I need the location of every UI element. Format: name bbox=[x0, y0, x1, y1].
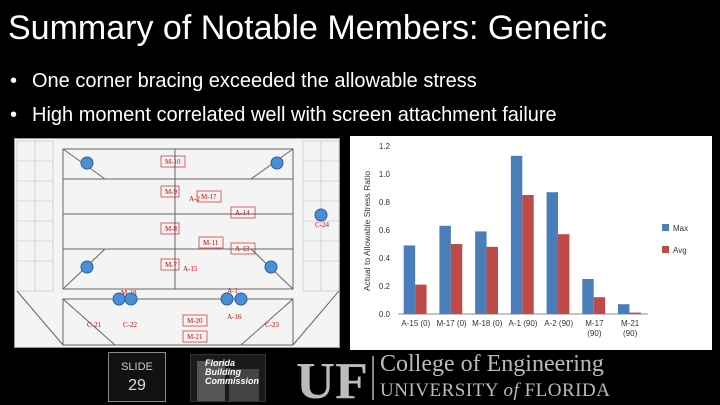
member-marker bbox=[314, 208, 328, 222]
y-tick-label: 1.0 bbox=[379, 170, 391, 179]
member-label: C-21 bbox=[87, 321, 102, 329]
x-tick-label: A-15 (0) bbox=[401, 319, 430, 328]
x-tick-label: M-21 bbox=[621, 319, 640, 328]
x-tick-label: A-2 (90) bbox=[544, 319, 573, 328]
logo-text-line: Commission bbox=[205, 376, 260, 386]
y-tick-label: 0.0 bbox=[379, 310, 391, 319]
bar-avg bbox=[593, 297, 606, 314]
stress-ratio-chart: Actual to Allowable Stress Ratio 0.0 0.2 0… bbox=[350, 136, 712, 350]
bullet-item: • One corner bracing exceeded the allowab… bbox=[10, 64, 557, 98]
x-tick-label: M-18 (0) bbox=[472, 319, 503, 328]
member-marker bbox=[80, 156, 94, 170]
member-label: M-11 bbox=[203, 239, 219, 247]
slide-title: Summary of Notable Members: Generic bbox=[8, 9, 607, 47]
bar-max bbox=[439, 225, 451, 314]
member-label: M-9 bbox=[165, 188, 178, 196]
member-label: C-22 bbox=[123, 321, 138, 329]
logo-building-shape bbox=[229, 369, 259, 401]
member-label: C-23 bbox=[265, 321, 280, 329]
legend-label-max: Max bbox=[673, 224, 688, 233]
structural-drawing: M-10 M-9 M-17 A-14 M-8 M-11 A-13 M-7 A-1… bbox=[14, 138, 340, 348]
legend-swatch-max bbox=[662, 224, 669, 231]
logo-building-shape bbox=[197, 361, 225, 401]
legend-label-avg: Avg bbox=[673, 246, 687, 255]
bullet-dot: • bbox=[10, 104, 18, 126]
bar-avg bbox=[486, 246, 498, 314]
member-marker bbox=[264, 260, 278, 274]
logo-divider bbox=[372, 356, 374, 400]
x-tick-label: M-17 (0) bbox=[436, 319, 467, 328]
university-of: of bbox=[503, 380, 520, 401]
slide-number-box: SLIDE 29 bbox=[108, 352, 166, 402]
x-tick-label: M-17 bbox=[585, 319, 604, 328]
bar-max bbox=[546, 192, 558, 314]
logo-text: Florida Building Commission bbox=[205, 359, 259, 386]
y-tick-label: 0.4 bbox=[379, 254, 391, 263]
member-label: A-14 bbox=[235, 209, 250, 217]
bullet-text: One corner bracing exceeded the allowabl… bbox=[32, 70, 477, 92]
uf-logo: UF bbox=[296, 354, 368, 402]
member-marker bbox=[270, 156, 284, 170]
member-marker bbox=[112, 292, 126, 306]
y-tick-label: 1.2 bbox=[379, 142, 391, 151]
bar-max bbox=[582, 279, 594, 314]
bar-avg bbox=[450, 244, 463, 314]
x-tick-label: (90) bbox=[623, 329, 638, 338]
member-label: A-2 bbox=[189, 195, 200, 203]
bar-avg bbox=[629, 312, 641, 314]
member-marker bbox=[234, 292, 248, 306]
college-name: College of Engineering bbox=[380, 351, 604, 377]
structure-diagram: M-10 M-9 M-17 A-14 M-8 M-11 A-13 M-7 A-1… bbox=[16, 140, 339, 346]
bar-avg bbox=[558, 234, 570, 314]
member-marker bbox=[124, 292, 138, 306]
university-suffix: FLORIDA bbox=[519, 380, 611, 401]
y-axis-label: Actual to Allowable Stress Ratio bbox=[362, 171, 372, 291]
bullet-item: • High moment correlated well with screen… bbox=[10, 98, 557, 132]
logo-text-line: Building bbox=[205, 367, 241, 377]
member-label: A-15 bbox=[183, 265, 198, 273]
bullet-list: • One corner bracing exceeded the allowab… bbox=[10, 64, 557, 132]
x-tick-label: (90) bbox=[587, 329, 602, 338]
y-tick-label: 0.2 bbox=[379, 282, 391, 291]
florida-building-commission-logo: Florida Building Commission bbox=[190, 354, 266, 402]
bar-max bbox=[510, 155, 523, 314]
y-tick-label: 0.6 bbox=[379, 226, 391, 235]
bullet-dot: • bbox=[10, 70, 18, 92]
member-label: M-21 bbox=[187, 333, 203, 341]
member-label: A-16 bbox=[227, 313, 242, 321]
member-marker bbox=[80, 260, 94, 274]
member-label: A-1 bbox=[227, 287, 238, 295]
university-prefix: UNIVERSITY bbox=[380, 380, 504, 401]
member-label: M-17 bbox=[201, 193, 217, 201]
y-tick-label: 0.8 bbox=[379, 198, 391, 207]
member-label: A-13 bbox=[235, 245, 250, 253]
member-label: M-8 bbox=[165, 225, 178, 233]
slide-label: SLIDE bbox=[121, 361, 153, 373]
bar-avg bbox=[415, 284, 427, 314]
member-label: M-20 bbox=[187, 317, 203, 325]
bar-max bbox=[475, 231, 487, 314]
university-name: UNIVERSITY of FLORIDA bbox=[380, 380, 610, 402]
member-label: M-10 bbox=[165, 158, 181, 166]
bar-chart: Actual to Allowable Stress Ratio 0.0 0.2 0… bbox=[362, 142, 688, 338]
member-label: M-7 bbox=[165, 261, 178, 269]
member-label: C-24 bbox=[315, 221, 330, 229]
bar-max bbox=[618, 304, 630, 314]
bar-max bbox=[403, 245, 416, 314]
x-tick-label: A-1 (90) bbox=[509, 319, 538, 328]
bullet-text: High moment correlated well with screen … bbox=[32, 104, 557, 126]
logo-text-line: Florida bbox=[205, 358, 236, 368]
bar-avg bbox=[522, 195, 534, 314]
member-marker bbox=[220, 292, 234, 306]
legend-swatch-avg bbox=[662, 246, 669, 253]
slide-number: 29 bbox=[128, 377, 146, 394]
uf-logo-text: UF bbox=[296, 354, 368, 402]
